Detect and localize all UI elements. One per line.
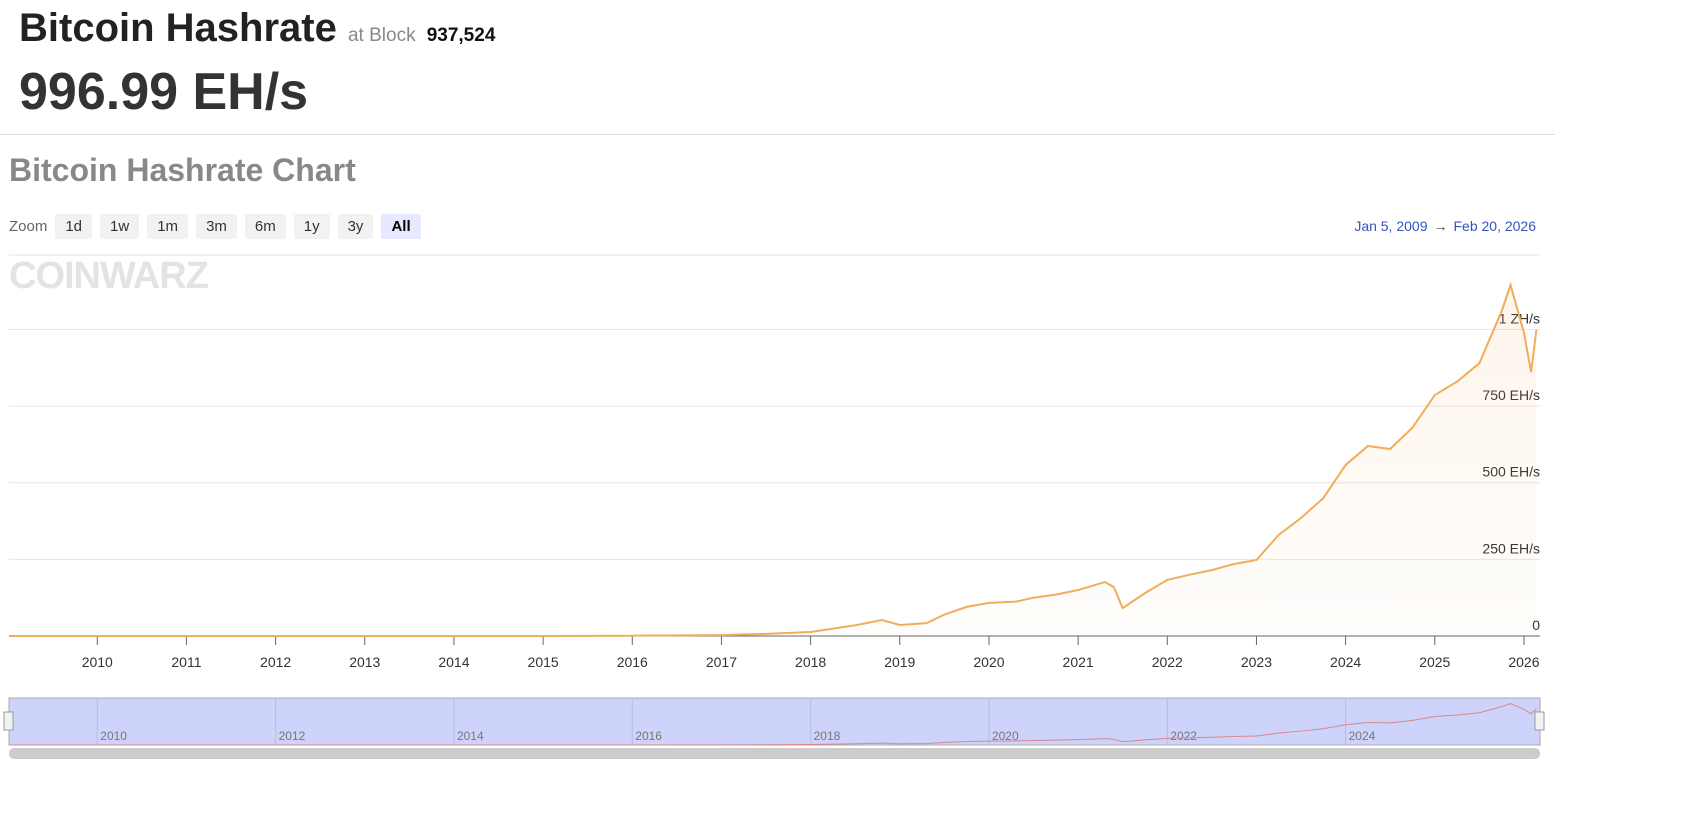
line <box>9 281 1538 637</box>
zoom-button[interactable]: 1w <box>100 214 140 239</box>
navigator-tick-label: 2024 <box>1349 729 1376 743</box>
x-tick-label: 2025 <box>1419 654 1450 670</box>
navigator-line <box>9 703 1537 746</box>
zoom-button[interactable]: 6m <box>244 214 286 239</box>
x-tick-label: 2011 <box>171 654 201 670</box>
x-tick-label: 2018 <box>795 654 826 670</box>
at-block-label: at Block <box>347 25 416 46</box>
navigator-handle[interactable] <box>1534 711 1545 731</box>
zoom-button[interactable]: 1d <box>55 214 93 239</box>
x-tick-label: 2021 <box>1063 654 1094 670</box>
divider <box>0 134 1555 135</box>
x-tick-label: 2017 <box>706 654 737 670</box>
x-tick-label: 2022 <box>1152 654 1183 670</box>
x-tick-label: 2019 <box>884 654 915 670</box>
chart-title: Bitcoin Hashrate Chart <box>9 152 356 188</box>
date-from[interactable]: Jan 5, 2009 <box>1354 218 1428 234</box>
navigator-handle[interactable] <box>3 711 14 731</box>
x-tick-label: 2015 <box>528 654 559 670</box>
zoom-bar: Zoom 1d 1w 1m 3m 6m 1y 3y All <box>9 214 421 239</box>
navigator-tick-label: 2022 <box>1170 729 1197 743</box>
navigator-tick-label: 2012 <box>279 729 306 743</box>
date-range: Jan 5, 2009 → Feb 20, 2026 <box>1354 218 1536 234</box>
x-tick-label: 2013 <box>349 654 380 670</box>
title-text: Bitcoin Hashrate <box>19 6 337 50</box>
chart: COINWARZ 0250 EH/s500 EH/s750 EH/s1 ZH/s… <box>3 254 1545 759</box>
navigator-tick-label: 2018 <box>814 729 841 743</box>
zoom-button[interactable]: 1m <box>147 214 189 239</box>
x-tick-label: 2014 <box>438 654 469 670</box>
zoom-label: Zoom <box>9 218 48 235</box>
date-to[interactable]: Feb 20, 2026 <box>1453 218 1536 234</box>
hashrate-value: 996.99 EH/s <box>19 63 309 121</box>
navigator[interactable] <box>8 697 1541 746</box>
zoom-button[interactable]: 3y <box>337 214 374 239</box>
area <box>9 285 1537 636</box>
zoom-button[interactable]: 3m <box>196 214 237 239</box>
x-tick-label: 2024 <box>1330 654 1361 670</box>
x-tick-label: 2010 <box>82 654 113 670</box>
navigator-tick-label: 2010 <box>100 729 127 743</box>
scrollbar[interactable] <box>9 748 1540 759</box>
navigator-tick-label: 2014 <box>457 729 484 743</box>
x-tick-label: 2023 <box>1241 654 1272 670</box>
x-tick-label: 2012 <box>260 654 291 670</box>
navigator-tick-label: 2016 <box>635 729 662 743</box>
x-tick-label: 2026 <box>1508 654 1539 670</box>
zoom-button[interactable]: 1y <box>293 214 330 239</box>
zoom-button[interactable]: All <box>381 214 421 239</box>
navigator-tick-label: 2020 <box>992 729 1019 743</box>
block-number: 937,524 <box>426 25 496 46</box>
date-arrow: → <box>1433 218 1448 234</box>
header-title: Bitcoin Hashrate at Block 937,524 <box>19 6 495 51</box>
x-tick-label: 2016 <box>617 654 648 670</box>
x-tick-label: 2020 <box>973 654 1004 670</box>
watermark: COINWARZ <box>9 255 209 297</box>
